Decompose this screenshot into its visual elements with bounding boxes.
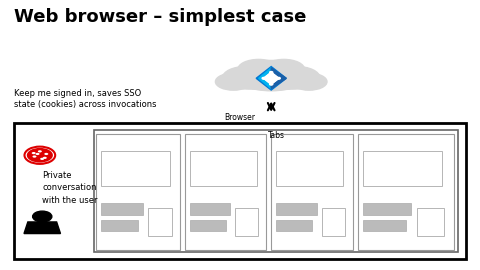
Polygon shape bbox=[256, 66, 286, 90]
Text: Web browser – simplest case: Web browser – simplest case bbox=[14, 8, 307, 26]
Polygon shape bbox=[271, 68, 286, 89]
Circle shape bbox=[27, 148, 53, 163]
Bar bbox=[235, 208, 258, 236]
Circle shape bbox=[33, 156, 36, 158]
Circle shape bbox=[270, 72, 273, 73]
Bar bbox=[417, 208, 444, 236]
Polygon shape bbox=[264, 72, 279, 84]
Text: Browser: Browser bbox=[225, 113, 255, 122]
Text: Keep me signed in, saves SSO
state (cookies) across invocations: Keep me signed in, saves SSO state (cook… bbox=[14, 89, 157, 109]
Text: Private
conversation
with the user: Private conversation with the user bbox=[42, 171, 98, 205]
Ellipse shape bbox=[223, 66, 269, 89]
Bar bbox=[14, 123, 466, 259]
Circle shape bbox=[24, 147, 55, 164]
Bar bbox=[363, 220, 406, 231]
Circle shape bbox=[38, 150, 42, 153]
Ellipse shape bbox=[230, 80, 312, 90]
Ellipse shape bbox=[235, 60, 307, 91]
Ellipse shape bbox=[216, 73, 252, 90]
Bar bbox=[185, 134, 266, 250]
Bar bbox=[190, 151, 257, 186]
Bar bbox=[276, 203, 317, 215]
Polygon shape bbox=[24, 222, 60, 234]
Ellipse shape bbox=[291, 73, 327, 90]
Circle shape bbox=[277, 77, 280, 79]
Bar bbox=[190, 203, 230, 215]
Bar bbox=[94, 130, 458, 252]
Circle shape bbox=[32, 152, 36, 154]
Bar bbox=[101, 220, 138, 231]
Ellipse shape bbox=[238, 59, 279, 80]
Bar bbox=[148, 208, 171, 236]
Bar bbox=[276, 220, 312, 231]
Bar bbox=[358, 134, 454, 250]
Bar bbox=[363, 203, 411, 215]
Ellipse shape bbox=[263, 59, 305, 80]
Circle shape bbox=[44, 153, 48, 155]
Bar bbox=[101, 151, 170, 186]
Circle shape bbox=[262, 77, 265, 79]
Circle shape bbox=[43, 157, 47, 159]
Bar bbox=[271, 134, 353, 250]
Circle shape bbox=[36, 153, 39, 155]
Bar bbox=[276, 151, 343, 186]
Bar bbox=[322, 208, 345, 236]
Bar bbox=[101, 203, 143, 215]
Circle shape bbox=[270, 83, 273, 85]
Ellipse shape bbox=[273, 66, 320, 89]
Circle shape bbox=[33, 211, 52, 222]
Bar bbox=[190, 220, 226, 231]
Bar bbox=[96, 134, 180, 250]
Circle shape bbox=[40, 158, 44, 160]
Bar bbox=[363, 151, 442, 186]
Text: Tabs: Tabs bbox=[267, 131, 285, 140]
Polygon shape bbox=[259, 68, 271, 89]
